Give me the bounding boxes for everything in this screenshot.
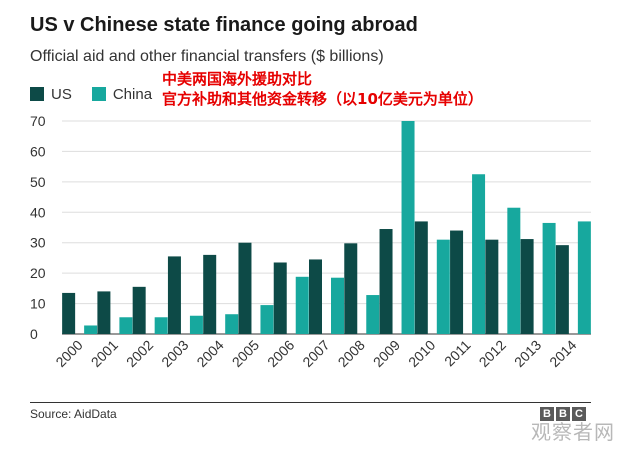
x-tick-label: 2002 [123,337,156,370]
x-tick-label: 2003 [158,337,191,370]
chinese-annotation-line-1: 中美两国海外援助对比 [162,70,313,88]
y-tick-label: 60 [30,143,46,159]
bar-us [414,221,428,334]
x-tick-label: 2008 [335,337,368,370]
bar-us [132,286,146,334]
x-tick-label: 2011 [441,337,474,370]
bar-us [344,243,358,334]
legend-item-china: China [91,85,153,103]
bar-china [225,314,239,334]
bar-china [154,317,168,334]
bar-china [507,207,521,334]
y-tick-label: 50 [30,174,46,190]
bar-china [119,317,133,334]
bar-us [485,239,499,334]
legend-swatch-china [91,87,106,101]
bar-us [379,229,393,334]
logo-letter: C [572,407,586,421]
bar-us [520,239,534,334]
y-tick-label: 40 [30,204,46,220]
x-tick-label: 2012 [476,337,509,370]
bar-us [97,291,111,334]
source-divider [30,402,591,403]
bar-us [450,230,464,334]
bar-us [309,259,322,334]
x-tick-label: 2014 [546,337,579,370]
bar-us [203,254,217,334]
bar-china [366,295,380,334]
bar-china [84,325,98,334]
x-tick-label: 2013 [511,337,544,370]
bar-china [260,305,274,334]
legend: US China [30,84,172,104]
bar-us [555,245,569,334]
legend-item-us: US [30,86,72,103]
bar-china [189,315,203,334]
x-tick-label: 2007 [299,337,332,370]
x-tick-label: 2010 [405,337,438,370]
x-tick-label: 2009 [370,337,403,370]
chinese-annotation-line-2: 官方补助和其他资金转移（以10亿美元为单位） [162,90,483,108]
source-note: Source: AidData [30,407,117,421]
y-tick-label: 30 [30,235,46,251]
legend-swatch-us [30,87,44,101]
x-tick-label: 2005 [229,337,262,370]
chart-title: US v Chinese state finance going abroad [30,14,418,36]
y-tick-label: 20 [30,265,46,281]
bar-china [436,239,450,334]
bar-china [472,174,486,334]
bar-china [295,276,309,334]
bar-china [542,222,556,334]
logo-letter: B [556,407,570,421]
bar-us [238,242,252,334]
x-tick-label: 2004 [193,337,226,370]
bar-us [273,262,287,334]
y-tick-label: 0 [30,326,38,342]
chart-subtitle: Official aid and other financial transfe… [30,48,384,65]
bar-us [167,256,181,334]
y-tick-label: 70 [30,113,46,129]
logo-letter: B [540,407,554,421]
y-tick-label: 10 [30,296,46,312]
legend-label-china: China [112,85,153,103]
x-tick-label: 2006 [264,337,297,370]
bar-us [62,292,76,334]
legend-label-us: US [51,85,72,103]
x-tick-label: 2001 [88,337,121,370]
bar-china [401,121,415,334]
bar-china [331,277,344,334]
watermark: 观察者网 [531,420,615,444]
x-tick-label: 2000 [52,337,85,370]
bar-china [577,221,591,334]
bbc-logo: B B C [538,407,586,421]
